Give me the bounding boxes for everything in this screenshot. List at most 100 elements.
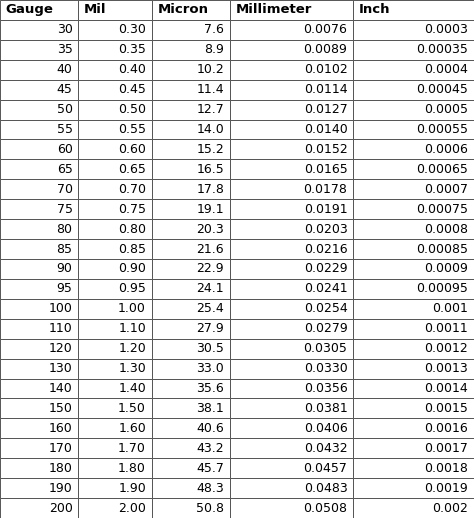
Text: 0.80: 0.80 <box>118 223 146 236</box>
Bar <box>152 398 230 419</box>
Bar <box>152 99 230 120</box>
Bar <box>353 379 474 398</box>
Bar <box>230 60 353 80</box>
Text: 24.1: 24.1 <box>197 282 224 295</box>
Text: 200: 200 <box>49 501 73 514</box>
Text: 11.4: 11.4 <box>197 83 224 96</box>
Bar <box>78 319 152 339</box>
Bar <box>230 419 353 438</box>
Bar <box>353 199 474 219</box>
Text: Inch: Inch <box>359 4 390 17</box>
Text: 0.0076: 0.0076 <box>303 23 347 36</box>
Text: 1.40: 1.40 <box>118 382 146 395</box>
Text: 0.0254: 0.0254 <box>304 303 347 315</box>
Text: 0.0005: 0.0005 <box>424 103 468 116</box>
Text: 0.0016: 0.0016 <box>425 422 468 435</box>
Bar <box>353 80 474 99</box>
Text: 190: 190 <box>49 482 73 495</box>
Text: 19.1: 19.1 <box>197 203 224 215</box>
Text: 33.0: 33.0 <box>196 362 224 375</box>
Bar <box>230 279 353 299</box>
Bar <box>230 259 353 279</box>
Text: 0.0279: 0.0279 <box>304 322 347 335</box>
Bar <box>152 358 230 379</box>
Text: 160: 160 <box>49 422 73 435</box>
Text: 1.30: 1.30 <box>118 362 146 375</box>
Text: 65: 65 <box>57 163 73 176</box>
Bar <box>152 379 230 398</box>
Text: 0.0152: 0.0152 <box>304 143 347 156</box>
Bar <box>152 179 230 199</box>
Text: 0.70: 0.70 <box>118 183 146 196</box>
Bar <box>0 239 78 259</box>
Bar <box>152 40 230 60</box>
Text: 0.90: 0.90 <box>118 263 146 276</box>
Bar <box>152 279 230 299</box>
Text: 0.0009: 0.0009 <box>424 263 468 276</box>
Bar <box>78 120 152 139</box>
Bar <box>0 219 78 239</box>
Text: 180: 180 <box>49 462 73 474</box>
Bar <box>353 160 474 179</box>
Bar <box>230 478 353 498</box>
Bar <box>230 80 353 99</box>
Bar <box>230 120 353 139</box>
Text: 100: 100 <box>49 303 73 315</box>
Text: 0.0457: 0.0457 <box>303 462 347 474</box>
Text: 0.00055: 0.00055 <box>416 123 468 136</box>
Text: 35.6: 35.6 <box>196 382 224 395</box>
Text: 55: 55 <box>56 123 73 136</box>
Text: 20.3: 20.3 <box>196 223 224 236</box>
Bar <box>230 398 353 419</box>
Text: 22.9: 22.9 <box>197 263 224 276</box>
Text: 14.0: 14.0 <box>196 123 224 136</box>
Bar <box>152 120 230 139</box>
Text: 0.65: 0.65 <box>118 163 146 176</box>
Bar <box>353 259 474 279</box>
Text: 0.0330: 0.0330 <box>304 362 347 375</box>
Bar <box>353 179 474 199</box>
Bar <box>78 99 152 120</box>
Text: 0.00075: 0.00075 <box>416 203 468 215</box>
Text: 30.5: 30.5 <box>196 342 224 355</box>
Text: 0.001: 0.001 <box>432 303 468 315</box>
Bar <box>0 179 78 199</box>
Text: 35: 35 <box>57 44 73 56</box>
Text: Gauge: Gauge <box>6 4 54 17</box>
Bar <box>0 20 78 40</box>
Text: 0.35: 0.35 <box>118 44 146 56</box>
Bar <box>152 478 230 498</box>
Bar <box>230 20 353 40</box>
Text: 25.4: 25.4 <box>196 303 224 315</box>
Bar <box>353 139 474 160</box>
Text: 30: 30 <box>57 23 73 36</box>
Text: 170: 170 <box>49 442 73 455</box>
Text: 150: 150 <box>49 402 73 415</box>
Text: 2.00: 2.00 <box>118 501 146 514</box>
Text: 0.0356: 0.0356 <box>304 382 347 395</box>
Text: 43.2: 43.2 <box>197 442 224 455</box>
Text: 0.0406: 0.0406 <box>304 422 347 435</box>
Bar <box>353 120 474 139</box>
Text: 0.0203: 0.0203 <box>304 223 347 236</box>
Text: 0.0015: 0.0015 <box>424 402 468 415</box>
Text: Millimeter: Millimeter <box>236 4 312 17</box>
Bar <box>78 279 152 299</box>
Text: 0.45: 0.45 <box>118 83 146 96</box>
Bar <box>353 239 474 259</box>
Text: 90: 90 <box>57 263 73 276</box>
Bar <box>230 379 353 398</box>
Bar <box>0 60 78 80</box>
Text: 27.9: 27.9 <box>196 322 224 335</box>
Bar <box>78 20 152 40</box>
Text: 50: 50 <box>56 103 73 116</box>
Text: 1.80: 1.80 <box>118 462 146 474</box>
Bar <box>230 139 353 160</box>
Text: 0.75: 0.75 <box>118 203 146 215</box>
Text: 0.00035: 0.00035 <box>417 44 468 56</box>
Bar <box>230 438 353 458</box>
Text: 140: 140 <box>49 382 73 395</box>
Bar <box>0 259 78 279</box>
Text: 21.6: 21.6 <box>197 242 224 255</box>
Text: 0.0019: 0.0019 <box>425 482 468 495</box>
